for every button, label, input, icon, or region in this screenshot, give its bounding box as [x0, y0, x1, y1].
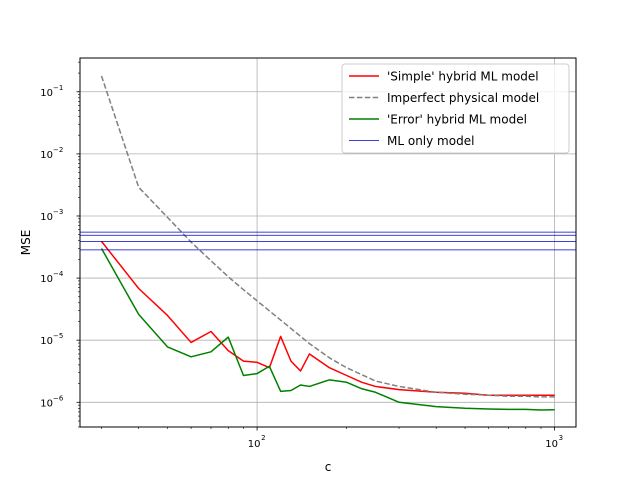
- x-tick-label: 10: [248, 439, 261, 450]
- legend-label: 'Simple' hybrid ML model: [387, 70, 539, 84]
- y-tick-label: 10: [40, 212, 53, 223]
- y-axis-label: MSE: [19, 230, 33, 256]
- x-tick-exponent: 2: [261, 434, 265, 442]
- legend-label: ML only model: [387, 134, 474, 148]
- y-tick-exponent: −6: [53, 394, 64, 402]
- axes-frame: [79, 57, 577, 428]
- x-tick-label: 10: [545, 439, 558, 450]
- error-hybrid-line: [100, 248, 555, 411]
- y-tick-label: 10: [40, 274, 53, 285]
- y-tick-exponent: −2: [53, 146, 63, 154]
- x-tick-exponent: 3: [559, 434, 563, 442]
- legend: 'Simple' hybrid ML model Imperfect physic…: [341, 63, 570, 154]
- grid-lines: [80, 58, 576, 427]
- y-tick-exponent: −5: [53, 332, 63, 340]
- plot-series: [80, 75, 576, 411]
- y-tick-exponent: −4: [53, 270, 64, 278]
- y-tick-label: 10: [40, 336, 53, 347]
- y-tick-label: 10: [40, 398, 53, 409]
- legend-box: [341, 63, 570, 154]
- y-tick-label: 10: [40, 88, 53, 99]
- y-tick-label: 10: [40, 150, 53, 161]
- imperfect-physical-model-line: [100, 75, 555, 398]
- y-tick-exponent: −1: [53, 84, 63, 92]
- legend-label: 'Error' hybrid ML model: [387, 113, 527, 127]
- legend-label: Imperfect physical model: [387, 91, 539, 105]
- x-axis-label: c: [325, 460, 332, 474]
- y-tick-exponent: −3: [53, 208, 63, 216]
